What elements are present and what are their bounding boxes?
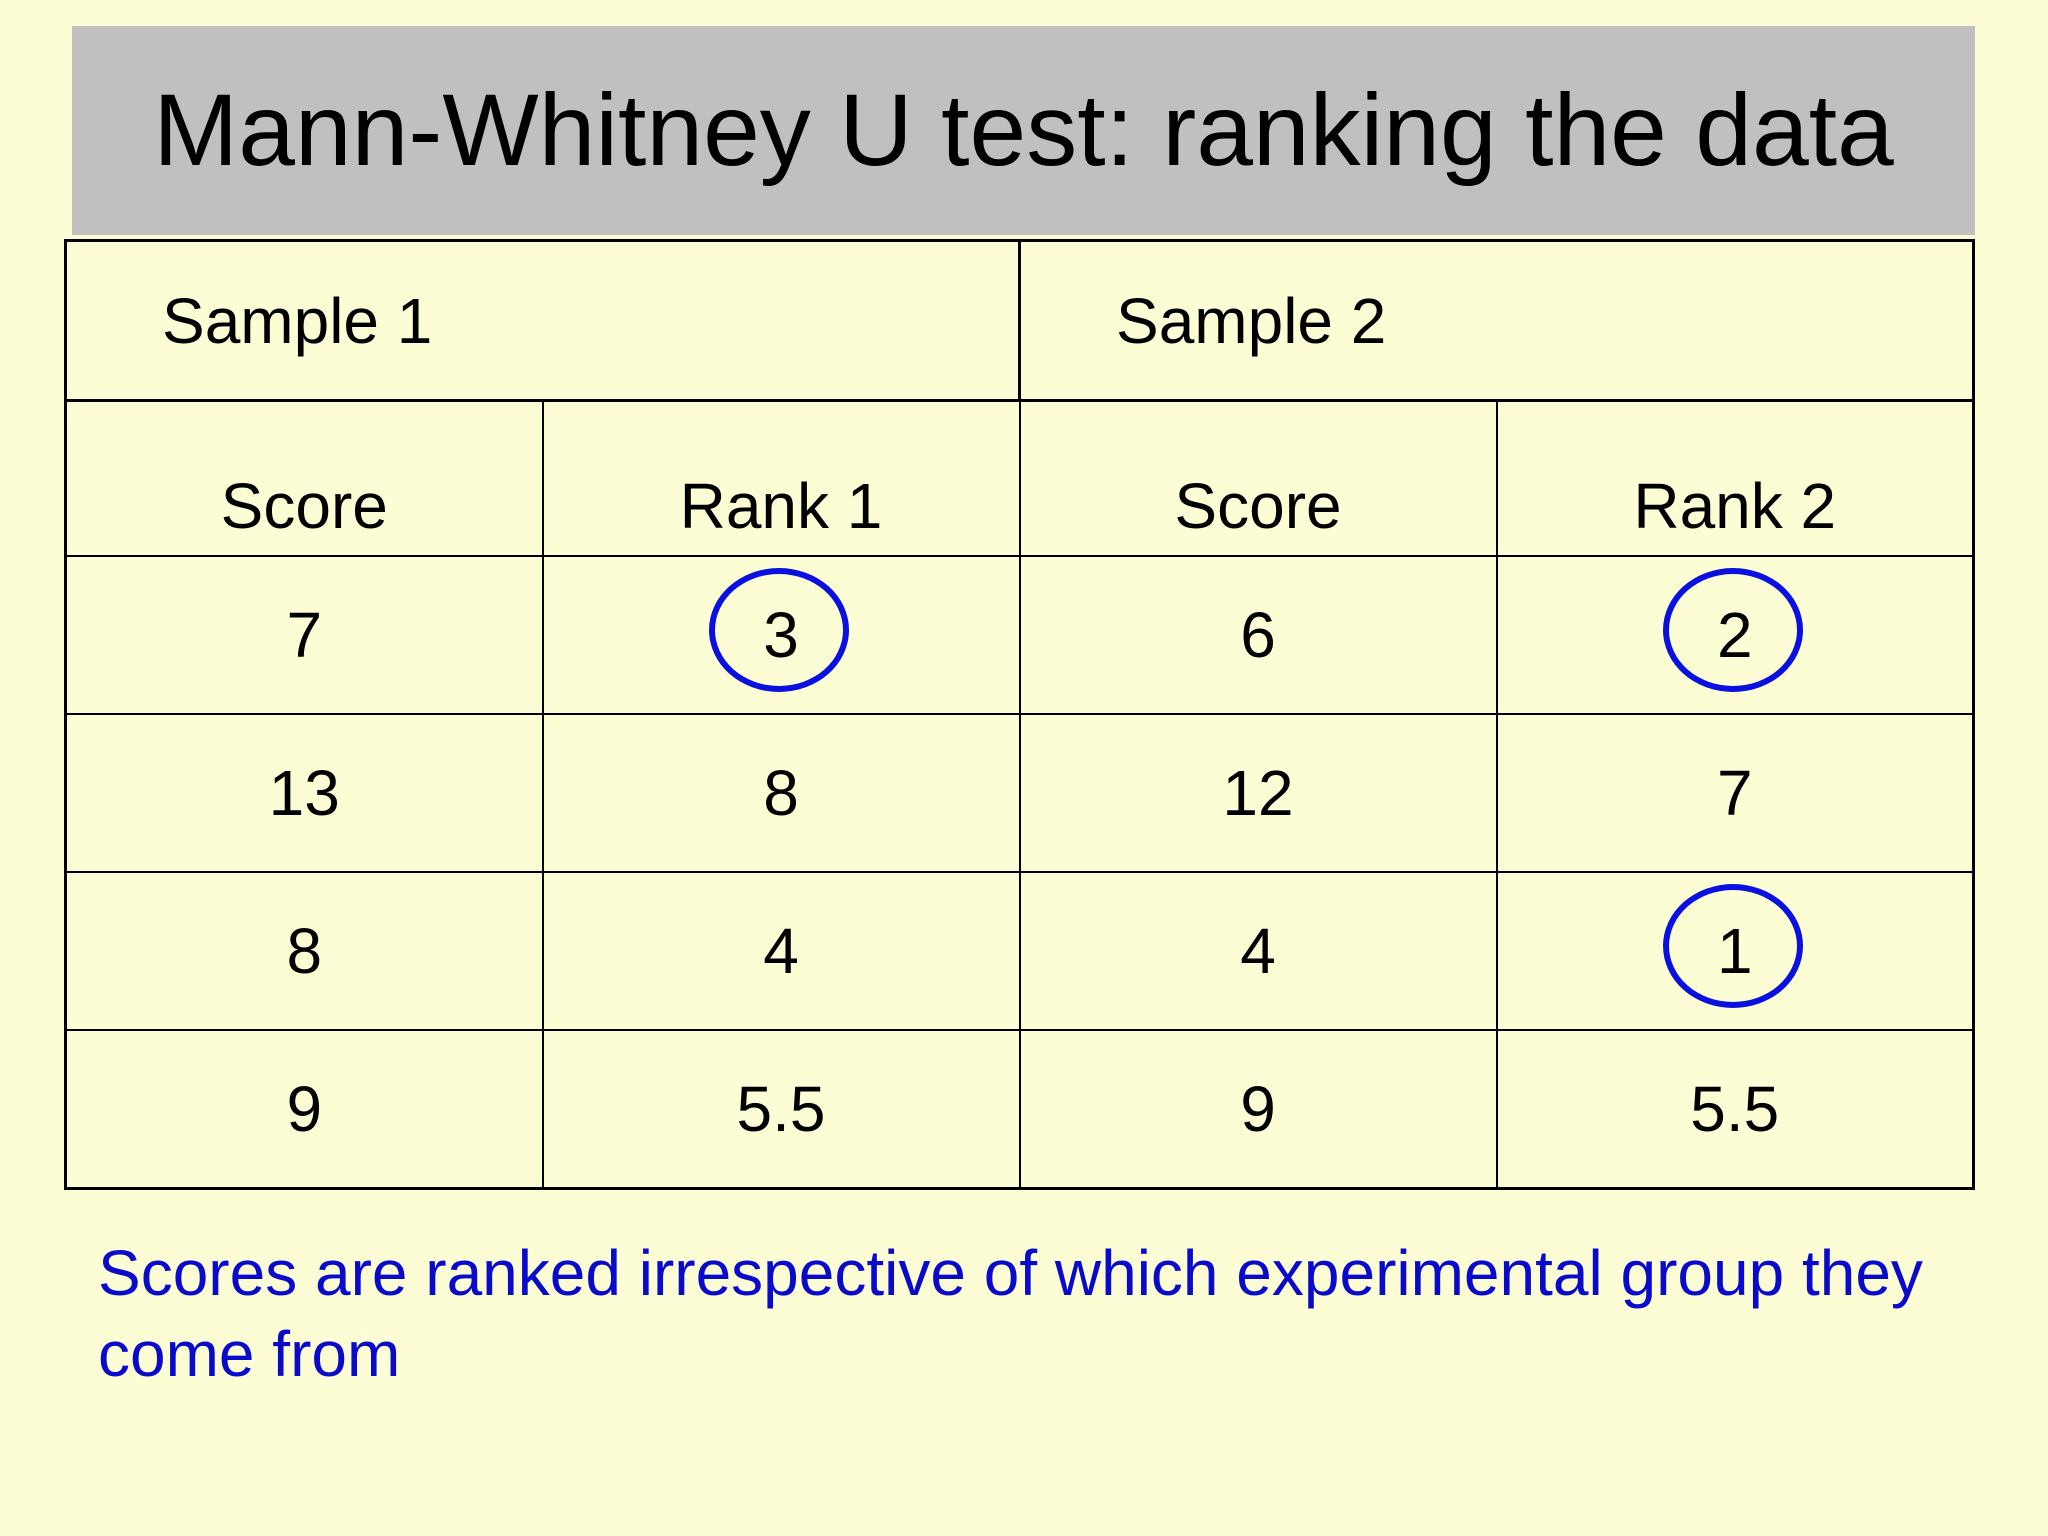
group-header: Sample 2 xyxy=(1018,239,1975,402)
cell: 2 xyxy=(1495,554,1975,715)
cell: 8 xyxy=(64,870,544,1031)
cell: 5.5 xyxy=(1495,1028,1975,1189)
cell: 4 xyxy=(1018,870,1498,1031)
cell: 4 xyxy=(541,870,1021,1031)
cell: 9 xyxy=(1018,1028,1498,1189)
data-row: 13 8 12 7 xyxy=(64,712,1975,873)
group-row: Sample 1 Sample 2 xyxy=(64,239,1975,402)
cell: 13 xyxy=(64,712,544,873)
title-bar: Mann-Whitney U test: ranking the data xyxy=(72,26,1975,235)
highlight-circle xyxy=(1662,883,1803,1008)
note: Scores are ranked irrespective of which … xyxy=(98,1237,1923,1390)
highlight-circle xyxy=(709,567,849,692)
column-header: Score xyxy=(64,399,544,557)
cell: 5.5 xyxy=(541,1028,1021,1189)
cell: 7 xyxy=(1495,712,1975,873)
slide-title: Mann-Whitney U test: ranking the data xyxy=(153,73,1894,187)
column-header: Rank 1 xyxy=(541,399,1021,557)
cell: 1 xyxy=(1495,870,1975,1031)
column-row: Score Rank 1 Score Rank 2 xyxy=(64,399,1975,557)
cell: 3 xyxy=(541,554,1021,715)
cell: 8 xyxy=(541,712,1021,873)
highlight-circle xyxy=(1662,567,1803,692)
column-header: Score xyxy=(1018,399,1498,557)
cell: 7 xyxy=(64,554,544,715)
column-header: Rank 2 xyxy=(1495,399,1975,557)
data-row: 9 5.5 9 5.5 xyxy=(64,1028,1975,1189)
cell: 6 xyxy=(1018,554,1498,715)
group-header: Sample 1 xyxy=(64,239,1021,402)
cell: 12 xyxy=(1018,712,1498,873)
cell: 9 xyxy=(64,1028,544,1189)
